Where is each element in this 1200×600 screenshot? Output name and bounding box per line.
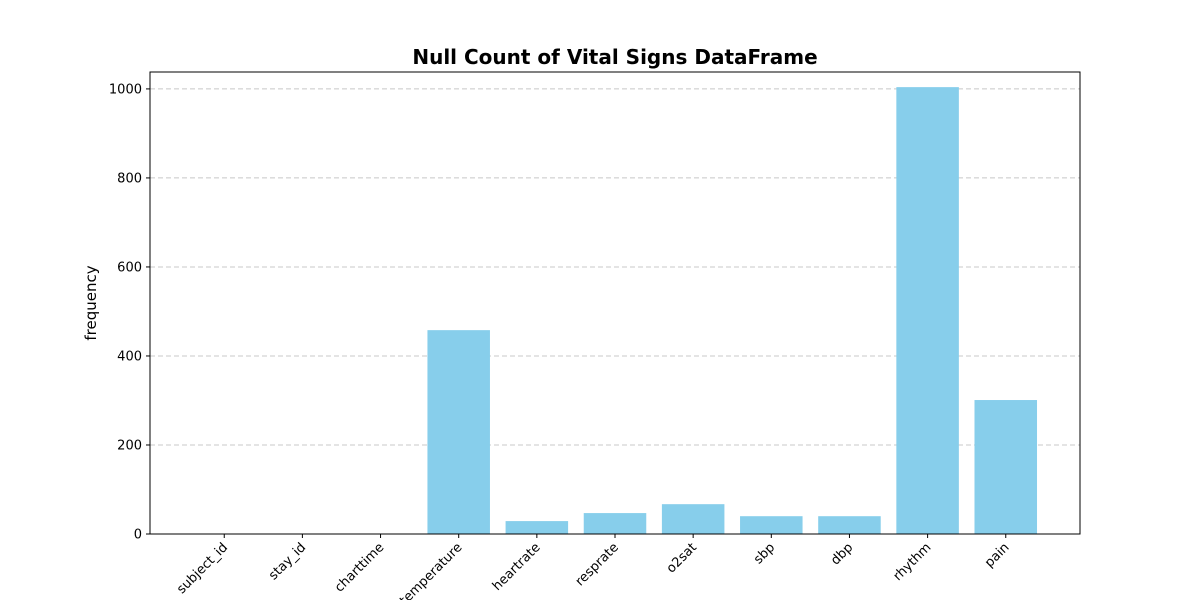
x-tick-label: pain [982,540,1012,570]
bar [740,516,803,534]
y-axis-label: frequency [82,265,100,340]
y-tick-label: 800 [117,171,142,186]
bar [583,513,647,534]
plot-frame [149,71,1081,535]
y-tick-label: 200 [117,438,142,453]
x-tick-label: subject_id [174,540,231,597]
x-tick-label: dbp [828,540,856,568]
x-tick-label: sbp [751,540,778,567]
bar [505,521,569,534]
bar [427,330,490,534]
bar [974,400,1038,534]
bar [818,516,881,534]
chart-title: Null Count of Vital Signs DataFrame [412,45,817,69]
x-tick-label: temperature [397,540,465,600]
x-tick-label: heartrate [490,540,544,594]
bar [896,87,959,535]
y-tick-label: 0 [134,528,142,543]
x-tick-label: rhythm [891,540,935,584]
x-tick-label: stay_id [266,540,309,583]
x-tick-label: resprate [573,540,622,589]
y-tick-label: 1000 [109,82,142,97]
y-tick-label: 400 [117,349,142,364]
x-tick-label: o2sat [664,540,700,576]
y-tick-label: 600 [117,260,142,275]
x-tick-label: charttime [332,540,387,595]
bar [661,504,725,534]
